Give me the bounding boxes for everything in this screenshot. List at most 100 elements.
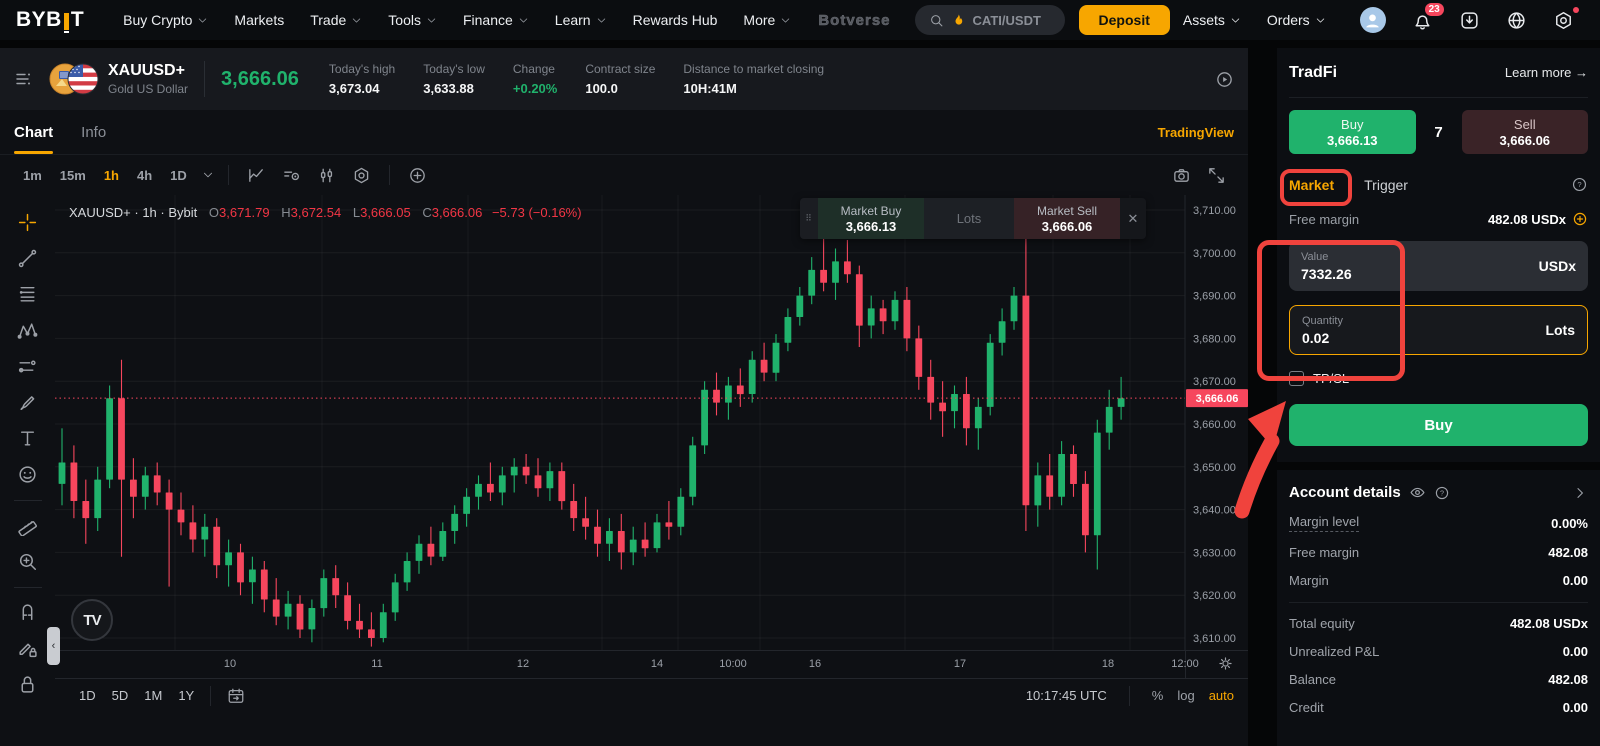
timeframe-15m-button[interactable]: 15m	[59, 167, 86, 183]
nav-item-tools[interactable]: Tools	[375, 12, 450, 28]
nav-item-trade[interactable]: Trade	[297, 12, 375, 28]
instrument-list-icon[interactable]	[14, 69, 34, 89]
sell-price-button[interactable]: Sell 3,666.06	[1461, 110, 1588, 154]
add-funds-icon[interactable]	[1572, 211, 1588, 227]
log-scale-button[interactable]: log	[1177, 688, 1195, 703]
account-row-label: Balance	[1289, 672, 1336, 687]
quantity-field-unit: Lots	[1545, 322, 1575, 338]
symbol-description: Gold US Dollar	[108, 82, 189, 96]
timeframe-1m-button[interactable]: 1m	[23, 167, 42, 183]
range-1d-button[interactable]: 1D	[79, 688, 96, 703]
legend-change: −5.73 (−0.16%)	[491, 205, 582, 220]
nav-item-learn[interactable]: Learn	[542, 12, 620, 28]
tradingview-link[interactable]: TradingView	[1157, 124, 1234, 140]
deposit-button[interactable]: Deposit	[1078, 5, 1170, 35]
tab-chart[interactable]: Chart	[14, 110, 54, 154]
nav-item-markets[interactable]: Markets	[221, 12, 297, 28]
lots-input[interactable]: Lots	[924, 198, 1014, 239]
help-icon[interactable]: ?	[1434, 485, 1450, 501]
candle-style-icon[interactable]	[309, 162, 344, 189]
ticker-stat-change: Change +0.20%	[513, 62, 557, 96]
range-5d-button[interactable]: 5D	[111, 688, 129, 703]
profile-avatar[interactable]	[1347, 7, 1399, 33]
chevron-right-icon[interactable]	[1572, 485, 1588, 501]
tutorial-play-icon[interactable]	[1215, 70, 1234, 89]
time-axis[interactable]: 10 11 12 14 10:00 16 17 18 12:00	[55, 650, 1248, 678]
toolbar-collapse-handle[interactable]: ‹	[47, 627, 60, 665]
magnet-tool[interactable]	[11, 595, 45, 629]
tpsl-checkbox[interactable]	[1289, 371, 1304, 386]
nav-item-buy-crypto[interactable]: Buy Crypto	[110, 12, 221, 28]
buy-price-button[interactable]: Buy 3,666.13	[1289, 110, 1416, 154]
search-input[interactable]: CATI/USDT	[914, 5, 1065, 35]
fib-retracement-tool[interactable]	[11, 277, 45, 311]
range-1y-button[interactable]: 1Y	[178, 688, 195, 703]
chevron-down-icon	[782, 17, 790, 23]
auto-scale-button[interactable]: auto	[1208, 688, 1234, 703]
quantity-field[interactable]: Quantity 0.02 Lots	[1289, 305, 1588, 355]
fullscreen-icon	[1209, 167, 1224, 183]
compare-icon[interactable]	[400, 162, 435, 189]
account-row-value: 0.00	[1562, 700, 1588, 715]
nav-item-finance[interactable]: Finance	[450, 12, 542, 28]
crosshair-tool[interactable]	[11, 205, 45, 239]
text-icon	[20, 430, 35, 446]
tab-trigger[interactable]: Trigger	[1364, 176, 1408, 193]
download-app-button[interactable]	[1446, 10, 1493, 31]
nav-item-orders[interactable]: Orders	[1254, 12, 1339, 28]
flame-icon	[951, 13, 966, 28]
indicators-icon[interactable]	[274, 162, 309, 189]
price-chart[interactable]: 3,710.00 3,700.00 3,690.00 3,680.00 3,670.00…	[55, 195, 1248, 650]
divider	[1128, 685, 1130, 706]
nav-item-botverse[interactable]: Botverse	[818, 11, 891, 29]
chart-clock[interactable]: 10:17:45 UTC	[1025, 688, 1107, 703]
trend-line-tool[interactable]	[11, 241, 45, 275]
drag-handle-icon[interactable]: ⠿	[800, 198, 818, 239]
go-to-date-icon[interactable]	[219, 683, 253, 709]
lock-all-tool[interactable]	[11, 667, 45, 701]
range-1m-button[interactable]: 1M	[144, 688, 163, 703]
eye-icon[interactable]	[1409, 484, 1426, 501]
chart-type-icon[interactable]	[239, 162, 274, 189]
search-value: CATI/USDT	[972, 12, 1041, 28]
brush-tool[interactable]	[11, 385, 45, 419]
legend-c: C	[422, 205, 432, 220]
value-field[interactable]: Value 7332.26 USDx	[1289, 241, 1588, 291]
tab-info[interactable]: Info	[81, 123, 107, 141]
ticker-stat-today-s-low: Today's low 3,633.88	[423, 62, 485, 96]
text-tool[interactable]	[11, 421, 45, 455]
timeframe-4h-button[interactable]: 4h	[137, 167, 153, 183]
camera-icon[interactable]	[1164, 162, 1199, 189]
value-field-label: Value	[1301, 250, 1329, 263]
axis-settings-icon[interactable]	[1217, 655, 1234, 672]
market-sell-button[interactable]: Market Sell 3,666.06	[1014, 198, 1120, 239]
symbol-block[interactable]: XAUUSD+ Gold US Dollar	[108, 62, 188, 96]
zoom-in-tool[interactable]	[11, 544, 45, 578]
tradingview-logo[interactable]: TV	[71, 599, 113, 641]
nav-item-assets[interactable]: Assets	[1170, 12, 1254, 28]
percent-scale-button[interactable]: %	[1151, 688, 1164, 703]
notifications-button[interactable]: 23	[1399, 2, 1446, 31]
nav-item-rewards-hub[interactable]: Rewards Hub	[620, 12, 731, 28]
emoji-tool[interactable]	[11, 457, 45, 491]
settings-button[interactable]	[1540, 6, 1587, 31]
tab-market[interactable]: Market	[1289, 176, 1335, 193]
drawing-lock-tool[interactable]	[11, 631, 45, 665]
timeframe-1h-button[interactable]: 1h	[103, 167, 119, 183]
hex-settings-icon[interactable]	[344, 162, 379, 189]
language-button[interactable]	[1493, 10, 1540, 31]
submit-buy-button[interactable]: Buy	[1289, 404, 1588, 446]
nav-item-more[interactable]: More	[730, 12, 804, 28]
bybit-logo[interactable]: BYB T	[16, 8, 84, 33]
price-tick-label: 3,680.00	[1193, 333, 1236, 345]
timeframe-dropdown-icon[interactable]	[202, 169, 214, 181]
forecast-tool[interactable]	[11, 349, 45, 383]
ruler-tool[interactable]	[11, 508, 45, 542]
fullscreen-icon[interactable]	[1199, 162, 1234, 189]
market-buy-button[interactable]: Market Buy 3,666.13	[818, 198, 924, 239]
timeframe-1D-button[interactable]: 1D	[170, 167, 187, 183]
learn-more-link[interactable]: Learn more →	[1504, 65, 1588, 80]
xabcd-pattern-tool[interactable]	[11, 313, 45, 347]
help-icon[interactable]: ?	[1571, 176, 1588, 193]
close-icon[interactable]: ✕	[1120, 198, 1146, 239]
